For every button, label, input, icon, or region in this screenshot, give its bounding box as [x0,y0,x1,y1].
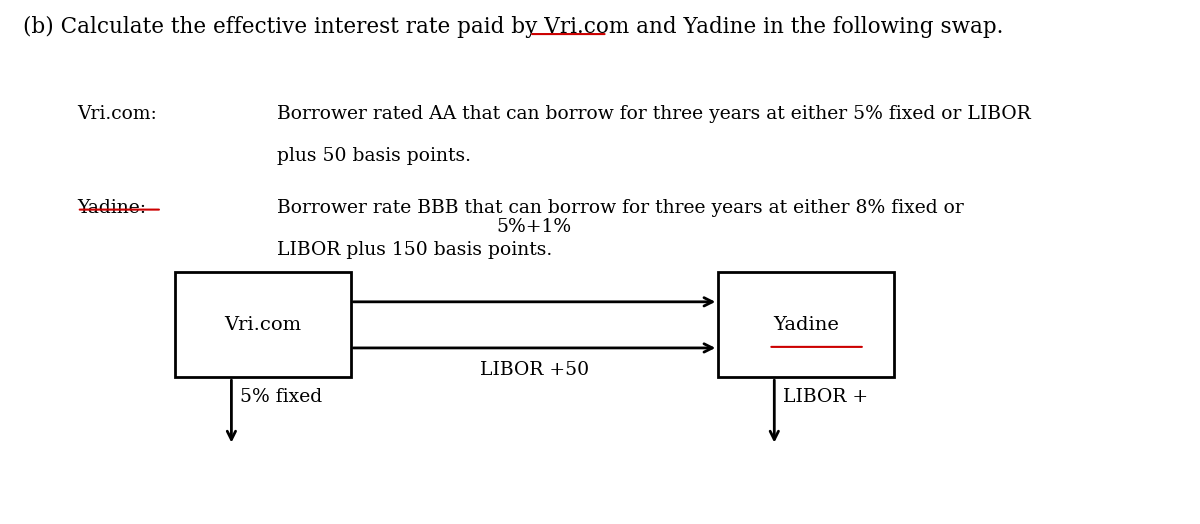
FancyBboxPatch shape [175,272,350,377]
Text: Yadine: Yadine [773,316,839,334]
Text: (b) Calculate the effective interest rate paid by Vri.com and Yadine in the foll: (b) Calculate the effective interest rat… [23,16,1003,38]
Text: 5% fixed: 5% fixed [240,388,323,406]
FancyBboxPatch shape [719,272,894,377]
Text: Vri.com: Vri.com [224,316,301,334]
Text: Borrower rated AA that can borrow for three years at either 5% fixed or LIBOR: Borrower rated AA that can borrow for th… [277,105,1031,123]
Text: 5%+1%: 5%+1% [497,218,572,236]
Text: LIBOR plus 150 basis points.: LIBOR plus 150 basis points. [277,241,552,259]
Text: Vri.com:: Vri.com: [77,105,157,123]
Text: Yadine:: Yadine: [77,199,146,217]
Text: plus 50 basis points.: plus 50 basis points. [277,147,472,165]
Text: Borrower rate BBB that can borrow for three years at either 8% fixed or: Borrower rate BBB that can borrow for th… [277,199,964,217]
Text: LIBOR +50: LIBOR +50 [480,361,589,379]
Text: LIBOR +: LIBOR + [784,388,869,406]
